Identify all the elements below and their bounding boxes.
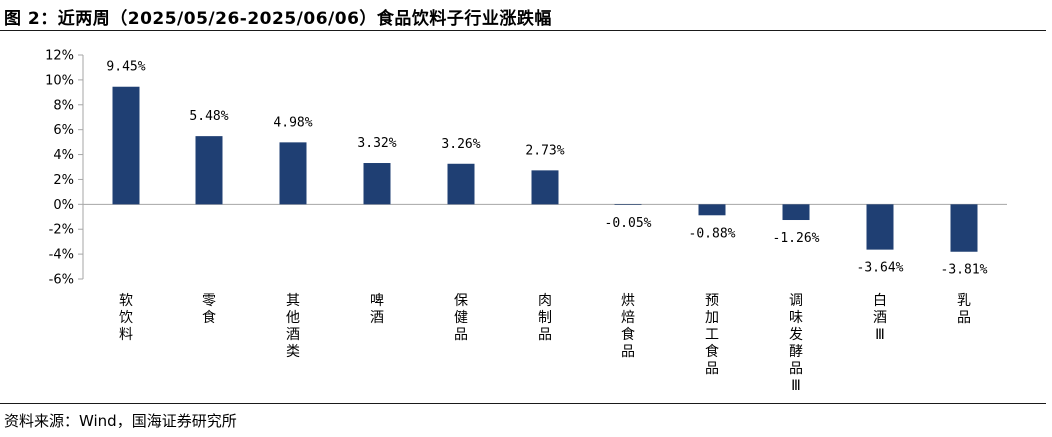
data-label: -1.26% xyxy=(773,231,820,246)
bar xyxy=(614,204,642,205)
data-label: -3.81% xyxy=(941,263,988,278)
category-label: 保健品 xyxy=(454,293,468,343)
y-tick-label: 6% xyxy=(53,123,74,138)
category-label: 其他酒类 xyxy=(286,293,300,360)
data-label: -0.88% xyxy=(689,226,736,241)
source-note: 资料来源：Wind，国海证券研究所 xyxy=(4,412,237,430)
bar xyxy=(195,136,223,205)
category-label: 白酒 Ⅲ xyxy=(873,293,887,343)
y-tick-label: -4% xyxy=(49,248,74,263)
y-tick-label: -6% xyxy=(49,273,74,288)
data-label: 3.32% xyxy=(357,136,396,151)
data-label: 4.98% xyxy=(273,115,312,130)
bar xyxy=(531,170,559,205)
data-label: 2.73% xyxy=(525,143,564,158)
top-rule xyxy=(0,30,1046,31)
bar xyxy=(950,204,978,252)
y-tick-label: 2% xyxy=(53,173,74,188)
data-label: 9.45% xyxy=(106,60,145,75)
data-label: -0.05% xyxy=(605,216,652,231)
figure-title: 图 2：近两周（2025/05/26-2025/06/06）食品饮料子行业涨跌幅 xyxy=(4,9,552,29)
bar xyxy=(363,163,391,205)
category-label: 调味发酵品 Ⅲ xyxy=(789,293,803,394)
data-label: 3.26% xyxy=(441,137,480,152)
y-tick-label: -2% xyxy=(49,223,74,238)
y-tick-label: 0% xyxy=(53,198,74,213)
y-tick-label: 4% xyxy=(53,148,74,163)
bar xyxy=(782,204,810,221)
bottom-rule xyxy=(0,403,1046,404)
bar xyxy=(447,163,475,205)
category-label: 啤酒 xyxy=(370,293,384,326)
bar xyxy=(112,86,140,205)
y-tick-label: 8% xyxy=(53,98,74,113)
category-label: 乳品 xyxy=(957,293,971,326)
y-tick-label: 12% xyxy=(45,49,74,64)
category-label: 烘焙食品 xyxy=(621,293,635,360)
bar xyxy=(866,204,894,250)
category-label: 肉制品 xyxy=(538,293,552,343)
y-tick-label: 10% xyxy=(45,73,74,88)
bar xyxy=(698,204,726,216)
data-label: 5.48% xyxy=(189,109,228,124)
data-label: -3.64% xyxy=(857,261,904,276)
category-label: 预加工食品 xyxy=(705,293,719,377)
category-label: 软饮料 xyxy=(119,293,133,343)
category-label: 零食 xyxy=(202,293,216,326)
bar xyxy=(279,142,307,205)
